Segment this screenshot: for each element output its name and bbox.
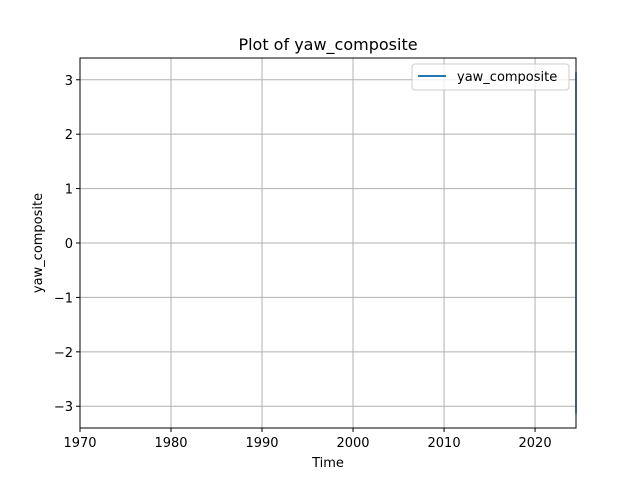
y-tick-label: −3: [54, 400, 73, 415]
y-tick-label: 0: [65, 237, 73, 252]
y-axis-ticks: 3 2 1 0 −1 −2 −3: [54, 74, 80, 415]
legend-label-yaw-composite: yaw_composite: [457, 70, 557, 85]
x-axis-ticks: 1970 1980 1990 2000 2010 2020: [63, 428, 552, 451]
x-axis-label: Time: [311, 456, 344, 471]
chart-title: Plot of yaw_composite: [238, 35, 417, 55]
x-tick-label: 1990: [245, 436, 278, 451]
grid-lines: [79, 58, 576, 428]
y-axis-label: yaw_composite: [31, 193, 46, 293]
y-tick-label: 2: [65, 128, 73, 143]
x-tick-label: 2020: [519, 436, 552, 451]
x-tick-label: 2010: [428, 436, 461, 451]
x-tick-label: 1970: [63, 436, 96, 451]
y-tick-label: −1: [54, 291, 73, 306]
x-tick-label: 2000: [336, 436, 369, 451]
y-tick-label: 3: [65, 74, 73, 89]
legend: yaw_composite: [411, 63, 570, 91]
y-tick-label: −2: [54, 346, 73, 361]
legend-frame: [411, 63, 570, 91]
y-tick-label: 1: [65, 183, 73, 198]
x-tick-label: 1980: [154, 436, 187, 451]
